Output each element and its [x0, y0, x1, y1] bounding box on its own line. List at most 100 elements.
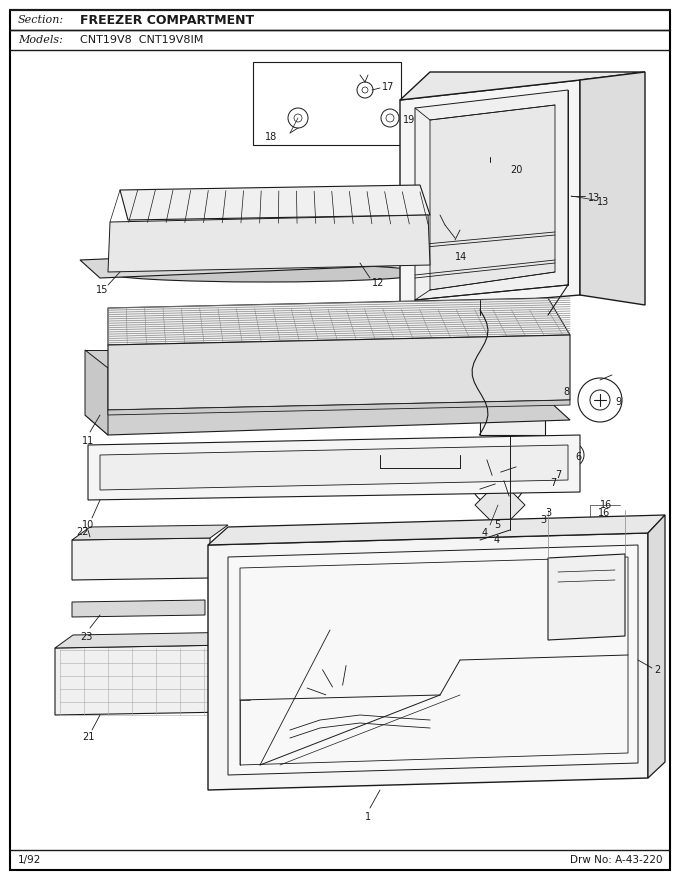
Text: 8: 8 — [563, 387, 569, 397]
Circle shape — [545, 455, 565, 475]
Bar — [90, 548, 202, 572]
Polygon shape — [108, 335, 570, 410]
Text: 6: 6 — [575, 452, 581, 462]
Circle shape — [136, 685, 152, 701]
Bar — [253, 62, 401, 145]
Circle shape — [90, 696, 106, 712]
Circle shape — [113, 652, 129, 668]
Text: 16: 16 — [598, 508, 610, 518]
Circle shape — [136, 652, 152, 668]
Circle shape — [113, 696, 129, 712]
Circle shape — [560, 443, 584, 467]
Text: 13: 13 — [597, 197, 609, 207]
Circle shape — [159, 663, 175, 679]
Text: Models:: Models: — [18, 35, 63, 45]
Polygon shape — [80, 246, 430, 278]
Polygon shape — [100, 445, 568, 490]
Circle shape — [90, 674, 106, 690]
Circle shape — [578, 378, 622, 422]
Circle shape — [159, 674, 175, 690]
Text: 22: 22 — [76, 527, 88, 537]
Polygon shape — [475, 490, 525, 520]
Circle shape — [182, 663, 198, 679]
Text: 12: 12 — [372, 278, 384, 288]
Text: 7: 7 — [550, 478, 556, 488]
Text: 9: 9 — [615, 397, 621, 407]
Text: 13: 13 — [588, 193, 600, 203]
Polygon shape — [85, 400, 570, 435]
Text: 4: 4 — [482, 528, 488, 538]
Circle shape — [457, 233, 467, 243]
Text: 4: 4 — [494, 535, 500, 545]
Circle shape — [567, 450, 577, 460]
Circle shape — [294, 114, 302, 122]
Circle shape — [182, 696, 198, 712]
Circle shape — [182, 652, 198, 668]
Circle shape — [357, 82, 373, 98]
Circle shape — [450, 226, 474, 250]
Polygon shape — [400, 72, 645, 100]
Polygon shape — [480, 315, 545, 435]
Circle shape — [182, 674, 198, 690]
Circle shape — [159, 685, 175, 701]
Bar — [480, 315, 545, 340]
Text: 16: 16 — [600, 500, 612, 510]
Text: Section:: Section: — [18, 15, 64, 25]
Circle shape — [476, 154, 504, 182]
Circle shape — [113, 674, 129, 690]
Circle shape — [136, 663, 152, 679]
Polygon shape — [230, 632, 248, 715]
Text: 3: 3 — [545, 508, 551, 518]
Circle shape — [113, 685, 129, 701]
Text: 2: 2 — [654, 665, 660, 675]
Circle shape — [67, 696, 83, 712]
Circle shape — [90, 652, 106, 668]
Circle shape — [67, 663, 83, 679]
Bar — [85, 350, 108, 368]
Circle shape — [288, 108, 308, 128]
Text: 3: 3 — [540, 515, 546, 525]
Circle shape — [381, 109, 399, 127]
Polygon shape — [55, 632, 248, 648]
Circle shape — [493, 473, 503, 483]
Polygon shape — [120, 185, 430, 220]
Polygon shape — [72, 525, 228, 540]
Circle shape — [386, 114, 394, 122]
Polygon shape — [108, 298, 570, 345]
Circle shape — [205, 696, 221, 712]
Text: 15: 15 — [96, 285, 108, 295]
Text: 1: 1 — [365, 812, 371, 822]
Circle shape — [590, 390, 610, 410]
Text: 23: 23 — [80, 632, 92, 642]
Circle shape — [470, 450, 526, 506]
Ellipse shape — [105, 264, 425, 282]
Text: 20: 20 — [510, 165, 522, 175]
Circle shape — [67, 685, 83, 701]
Text: 21: 21 — [82, 732, 95, 742]
Text: 18: 18 — [265, 132, 277, 142]
Circle shape — [205, 685, 221, 701]
Polygon shape — [108, 215, 430, 272]
Polygon shape — [648, 515, 665, 778]
Polygon shape — [55, 645, 230, 715]
Text: 17: 17 — [382, 82, 394, 92]
Polygon shape — [548, 554, 625, 640]
Polygon shape — [228, 545, 638, 775]
Circle shape — [159, 696, 175, 712]
Text: Drw No: A-43-220: Drw No: A-43-220 — [570, 855, 662, 865]
Polygon shape — [208, 533, 648, 790]
Text: FREEZER COMPARTMENT: FREEZER COMPARTMENT — [80, 13, 254, 27]
Circle shape — [113, 663, 129, 679]
Text: 1/92: 1/92 — [18, 855, 41, 865]
Circle shape — [362, 87, 368, 93]
Polygon shape — [580, 72, 645, 305]
Bar — [553, 172, 571, 220]
Polygon shape — [208, 515, 665, 545]
Circle shape — [484, 162, 496, 174]
Text: 7: 7 — [555, 470, 561, 480]
Text: 19: 19 — [403, 115, 415, 125]
Circle shape — [205, 652, 221, 668]
Text: 11: 11 — [82, 436, 95, 446]
Text: CNT19V8  CNT19V8IM: CNT19V8 CNT19V8IM — [80, 35, 203, 45]
Circle shape — [136, 674, 152, 690]
